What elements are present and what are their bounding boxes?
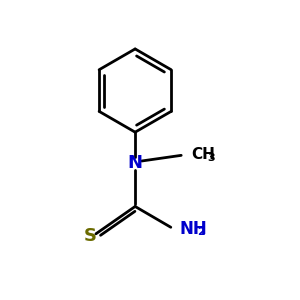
Text: CH: CH (192, 147, 215, 162)
Text: 2: 2 (197, 227, 205, 237)
Text: S: S (84, 227, 97, 245)
Text: NH: NH (180, 220, 208, 238)
Text: 3: 3 (207, 153, 215, 163)
Text: N: N (128, 154, 142, 172)
